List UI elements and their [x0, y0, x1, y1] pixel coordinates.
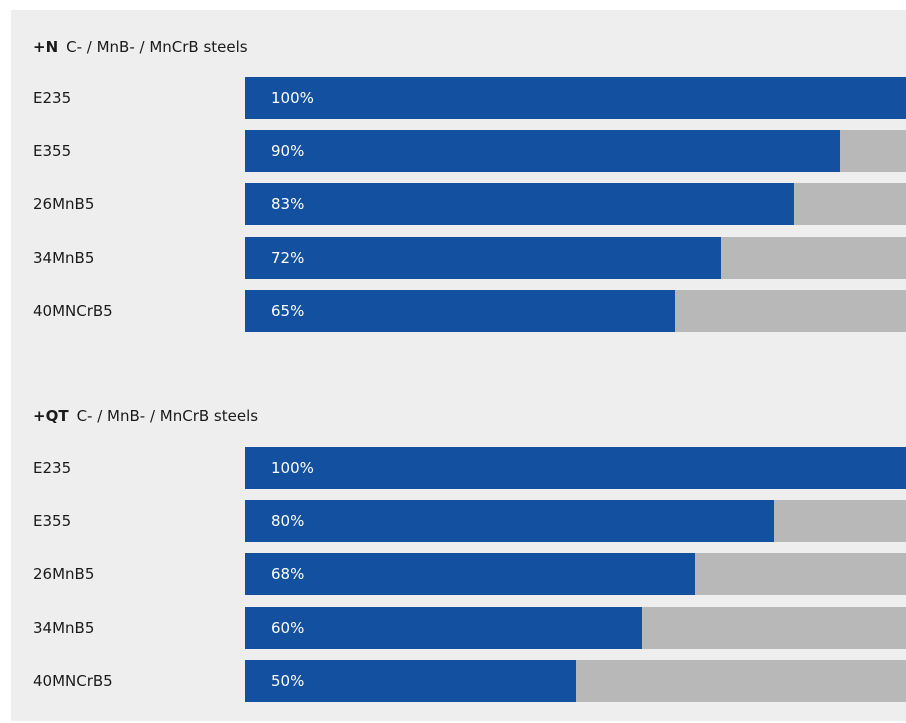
chart-panel: +N C- / MnB- / MnCrB steels E235 100% E355 9… [11, 10, 906, 721]
bar: 65% [245, 289, 675, 332]
bar-track: 80% [245, 500, 906, 543]
data-label: 80% [271, 512, 305, 531]
section-title: +N C- / MnB- / MnCrB steels [33, 38, 248, 56]
category-label: E355 [33, 142, 72, 161]
category-label: 40MNCrB5 [33, 671, 113, 690]
data-label: 65% [271, 301, 305, 320]
bar: 80% [245, 500, 774, 543]
bar-row: 26MnB5 83% [11, 183, 906, 226]
bar-row: E235 100% [11, 77, 906, 119]
bar-row: 40MNCrB5 65% [11, 289, 906, 332]
category-label: 26MnB5 [33, 195, 95, 214]
category-label: 34MnB5 [33, 618, 95, 637]
bar-track: 68% [245, 553, 906, 596]
section-subtitle: C- / MnB- / MnCrB steels [66, 38, 248, 56]
bar-row: E355 80% [11, 500, 906, 543]
section-grade: +N [33, 38, 59, 56]
data-label: 90% [271, 142, 305, 161]
category-label: E355 [33, 512, 72, 531]
data-label: 100% [271, 89, 314, 107]
bar-row: 40MNCrB5 50% [11, 659, 906, 702]
bar-track: 60% [245, 606, 906, 649]
section-subtitle: C- / MnB- / MnCrB steels [76, 407, 259, 425]
category-label: 40MNCrB5 [33, 301, 113, 320]
bar-row: 26MnB5 68% [11, 553, 906, 596]
bar-track: 100% [245, 77, 906, 119]
category-label: E235 [33, 459, 72, 477]
data-label: 50% [271, 671, 305, 690]
category-label: 34MnB5 [33, 248, 95, 267]
section-grade: +QT [33, 407, 69, 425]
bar-track: 50% [245, 659, 906, 702]
bar-track: 72% [245, 236, 906, 279]
bar: 72% [245, 236, 721, 279]
bar: 68% [245, 553, 695, 596]
bar: 83% [245, 183, 794, 226]
section-title: +QT C- / MnB- / MnCrB steels [33, 407, 258, 425]
category-label: E235 [33, 89, 72, 107]
bar: 100% [245, 77, 906, 119]
bar-track: 100% [245, 447, 906, 489]
category-label: 26MnB5 [33, 565, 95, 584]
data-label: 83% [271, 195, 305, 214]
bar-track: 90% [245, 130, 906, 173]
bar-row: 34MnB5 72% [11, 236, 906, 279]
bar-track: 83% [245, 183, 906, 226]
bar: 60% [245, 606, 642, 649]
bar-row: E355 90% [11, 130, 906, 173]
bar: 50% [245, 659, 576, 702]
bar: 100% [245, 447, 906, 489]
bar: 90% [245, 130, 840, 173]
data-label: 68% [271, 565, 305, 584]
data-label: 72% [271, 248, 305, 267]
data-label: 60% [271, 618, 305, 637]
bar-track: 65% [245, 289, 906, 332]
bar-row: 34MnB5 60% [11, 606, 906, 649]
bar-row: E235 100% [11, 447, 906, 489]
data-label: 100% [271, 459, 314, 477]
